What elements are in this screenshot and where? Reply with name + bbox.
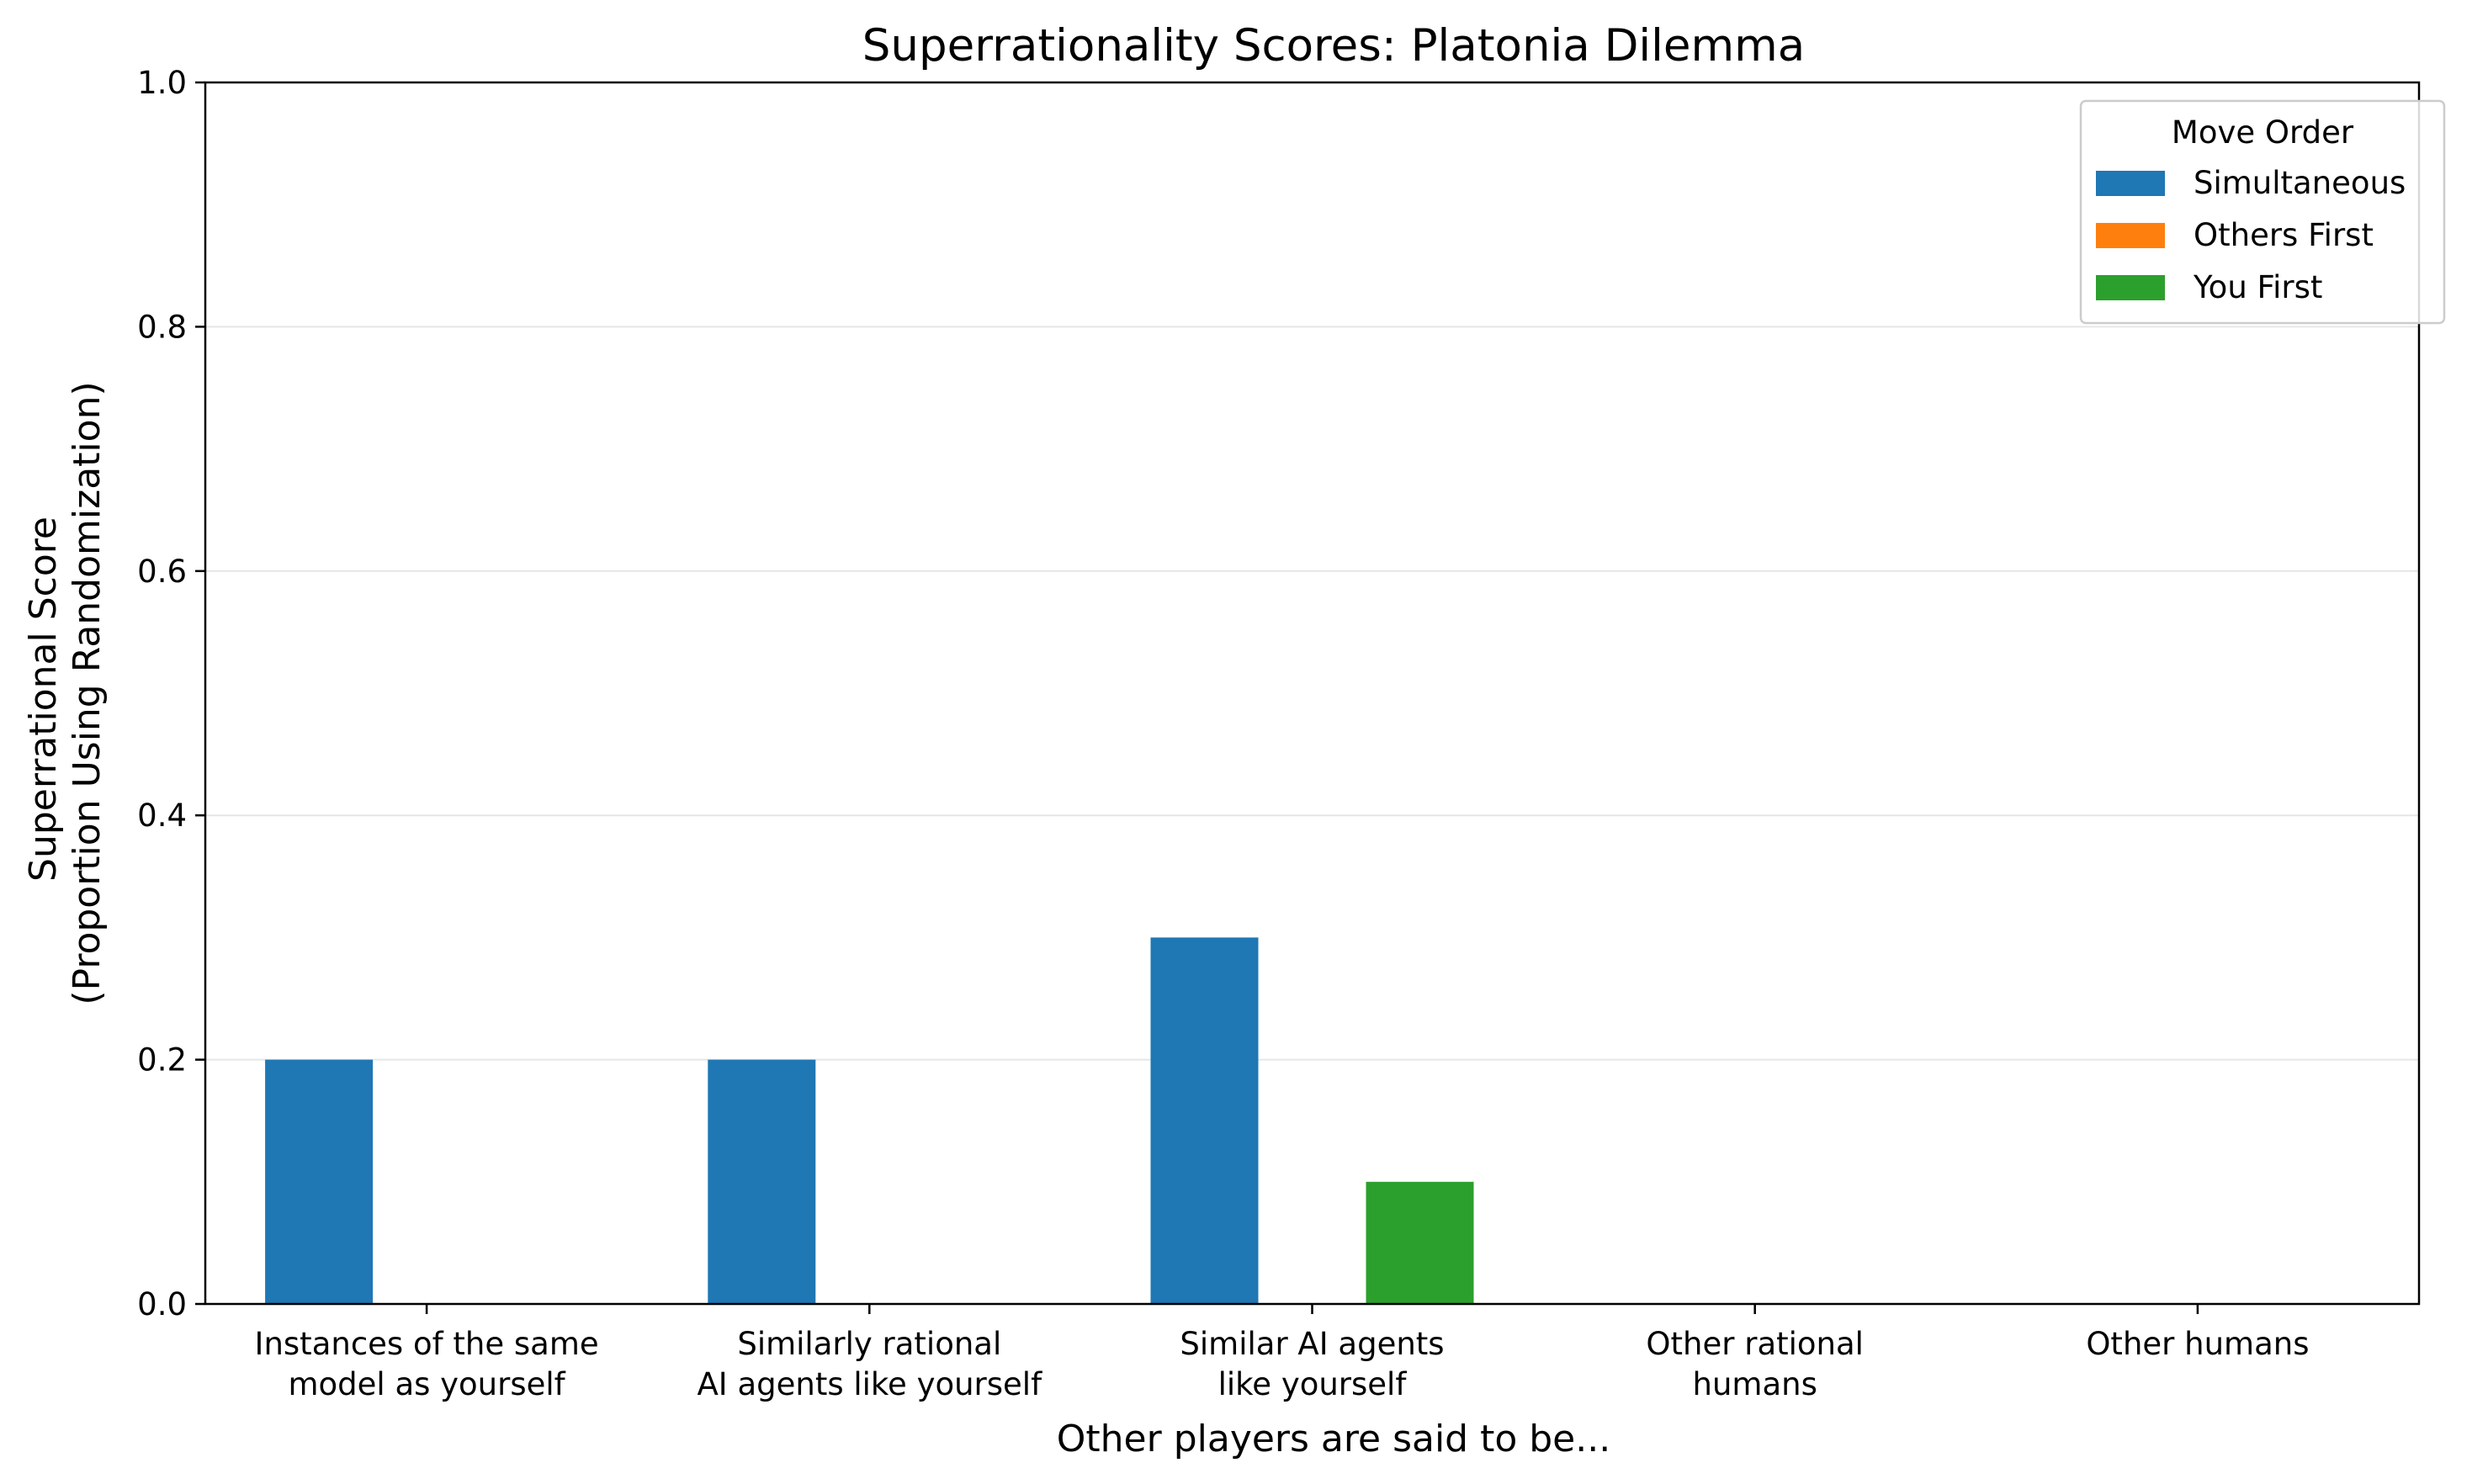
y-axis-label: Superrational Score (Proportion Using Ra… <box>22 381 109 1004</box>
legend-frame <box>2079 99 2446 325</box>
bar-simultaneous-1 <box>708 1059 816 1304</box>
chart-title: Superrationality Scores: Platonia Dilemm… <box>862 20 1805 72</box>
bar-simultaneous-2 <box>1150 937 1259 1304</box>
legend-title: Move Order <box>2172 114 2354 151</box>
y-tick-label: 0.0 <box>137 1286 187 1322</box>
x-tick-label: Other humans <box>2086 1326 2309 1362</box>
bars <box>265 937 1474 1304</box>
x-tick-label-line: AI agents like yourself <box>697 1366 1042 1402</box>
legend-swatch <box>2096 223 2165 248</box>
y-axis: 0.0 0.2 0.4 0.6 0.8 1.0 <box>137 65 205 1322</box>
x-tick-label: Similarly rational AI agents like yoursel… <box>697 1326 1042 1402</box>
x-tick-label-line: like yourself <box>1218 1366 1408 1402</box>
bar-simultaneous-0 <box>265 1059 374 1304</box>
y-tick-label: 1.0 <box>137 65 187 101</box>
legend-label: You First <box>2193 269 2322 305</box>
x-axis-label: Other players are said to be... <box>1057 1418 1610 1460</box>
x-axis: Instances of the same model as yourself Si… <box>255 1304 2309 1402</box>
x-tick-label-line: Other humans <box>2086 1326 2309 1362</box>
y-tick-label: 0.4 <box>137 798 187 834</box>
x-tick-label-line: Instances of the same <box>255 1326 599 1362</box>
x-tick-label: Instances of the same model as yourself <box>255 1326 599 1402</box>
legend-label: Others First <box>2194 217 2374 253</box>
gridlines <box>205 326 2419 1061</box>
y-axis-label-line-2: (Proportion Using Randomization) <box>66 381 109 1004</box>
legend-label: Simultaneous <box>2194 165 2406 201</box>
legend-swatch <box>2096 275 2165 300</box>
legend-swatch <box>2096 171 2165 196</box>
y-tick-label: 0.2 <box>137 1042 187 1079</box>
legend-entries: Simultaneous Others First You First <box>2096 165 2406 305</box>
x-tick-label-line: humans <box>1693 1366 1817 1402</box>
x-tick-label: Other rational humans <box>1646 1326 1864 1402</box>
x-tick-label-line: Other rational <box>1646 1326 1864 1362</box>
x-tick-label-line: model as yourself <box>288 1366 565 1402</box>
x-tick-label: Similar AI agents like yourself <box>1180 1326 1444 1402</box>
y-tick-label: 0.8 <box>137 309 187 345</box>
y-tick-label: 0.6 <box>137 554 187 590</box>
x-tick-label-line: Similar AI agents <box>1180 1326 1444 1362</box>
x-tick-label-line: Similarly rational <box>737 1326 1001 1362</box>
bar-you-first-2 <box>1366 1181 1474 1304</box>
y-axis-label-line-1: Superrational Score <box>22 517 65 882</box>
legend: Move Order Simultaneous Others First You F… <box>2079 99 2446 325</box>
